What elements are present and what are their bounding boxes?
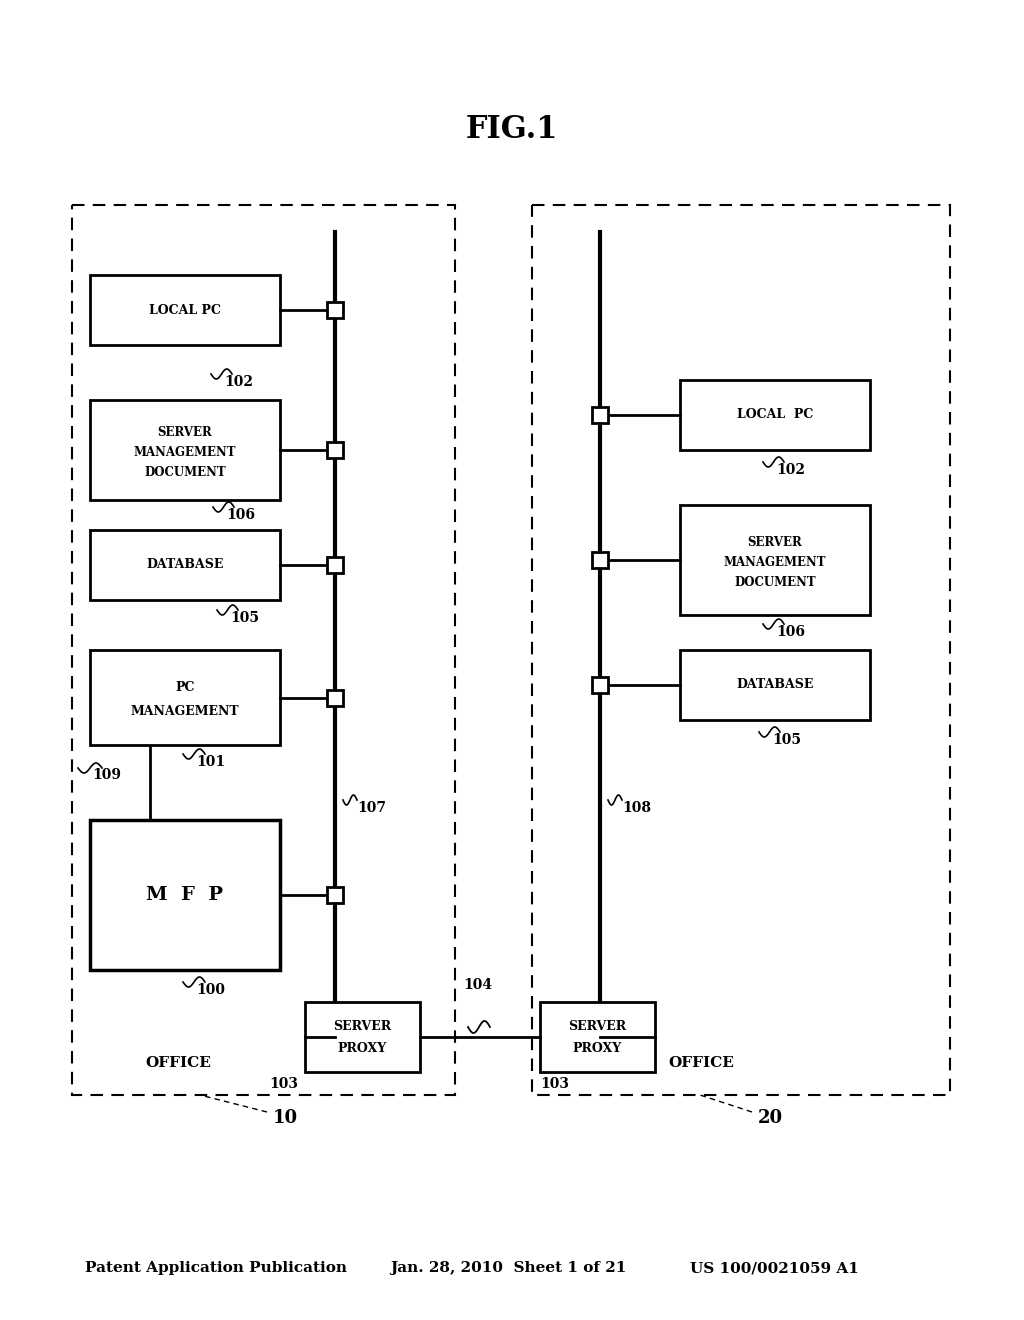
Text: OFFICE: OFFICE	[668, 1056, 734, 1071]
Text: DATABASE: DATABASE	[736, 678, 814, 692]
Text: 109: 109	[92, 768, 121, 781]
Text: 105: 105	[772, 733, 801, 747]
Text: MANAGEMENT: MANAGEMENT	[134, 446, 237, 458]
Text: 100: 100	[196, 983, 225, 997]
Text: Jan. 28, 2010  Sheet 1 of 21: Jan. 28, 2010 Sheet 1 of 21	[390, 1261, 627, 1275]
Text: 20: 20	[758, 1109, 782, 1127]
Bar	[680, 506, 870, 615]
Text: M  F  P: M F P	[146, 886, 223, 904]
Text: MANAGEMENT: MANAGEMENT	[131, 705, 240, 718]
Bar	[72, 205, 455, 1096]
Text: 101: 101	[196, 755, 225, 770]
Text: 102: 102	[776, 463, 805, 477]
Bar	[90, 275, 280, 345]
Bar	[680, 649, 870, 719]
Text: DOCUMENT: DOCUMENT	[144, 466, 226, 479]
Text: 102: 102	[224, 375, 253, 389]
Text: PROXY: PROXY	[338, 1043, 387, 1056]
Bar	[327, 442, 343, 458]
Bar	[327, 302, 343, 318]
Text: LOCAL PC: LOCAL PC	[150, 304, 221, 317]
Text: PROXY: PROXY	[572, 1043, 623, 1056]
Bar	[90, 820, 280, 970]
Text: PC: PC	[175, 681, 195, 694]
Text: 108: 108	[622, 801, 651, 814]
Bar	[592, 407, 608, 422]
Text: FIG.1: FIG.1	[466, 115, 558, 145]
Bar	[592, 677, 608, 693]
Bar	[540, 1002, 655, 1072]
Text: 10: 10	[272, 1109, 298, 1127]
Bar	[90, 649, 280, 744]
Text: OFFICE: OFFICE	[145, 1056, 211, 1071]
Text: US 100/0021059 A1: US 100/0021059 A1	[690, 1261, 859, 1275]
Bar	[327, 689, 343, 705]
Text: 105: 105	[230, 611, 259, 624]
Text: 106: 106	[776, 624, 805, 639]
Text: LOCAL  PC: LOCAL PC	[737, 408, 813, 421]
Text: Patent Application Publication: Patent Application Publication	[85, 1261, 347, 1275]
Bar	[327, 557, 343, 573]
Text: DOCUMENT: DOCUMENT	[734, 576, 816, 589]
Text: 104: 104	[464, 978, 493, 993]
Text: 103: 103	[269, 1077, 298, 1092]
Text: SERVER: SERVER	[158, 425, 212, 438]
Text: 107: 107	[357, 801, 386, 814]
Text: SERVER: SERVER	[334, 1020, 391, 1034]
Bar	[532, 205, 950, 1096]
Text: 103: 103	[540, 1077, 569, 1092]
Text: SERVER: SERVER	[748, 536, 803, 549]
Bar	[327, 887, 343, 903]
Bar	[305, 1002, 420, 1072]
Text: DATABASE: DATABASE	[146, 558, 223, 572]
Bar	[680, 380, 870, 450]
Text: 106: 106	[226, 508, 255, 521]
Text: MANAGEMENT: MANAGEMENT	[724, 556, 826, 569]
Bar	[592, 552, 608, 568]
Bar	[90, 531, 280, 601]
Text: SERVER: SERVER	[568, 1020, 627, 1034]
Bar	[90, 400, 280, 500]
